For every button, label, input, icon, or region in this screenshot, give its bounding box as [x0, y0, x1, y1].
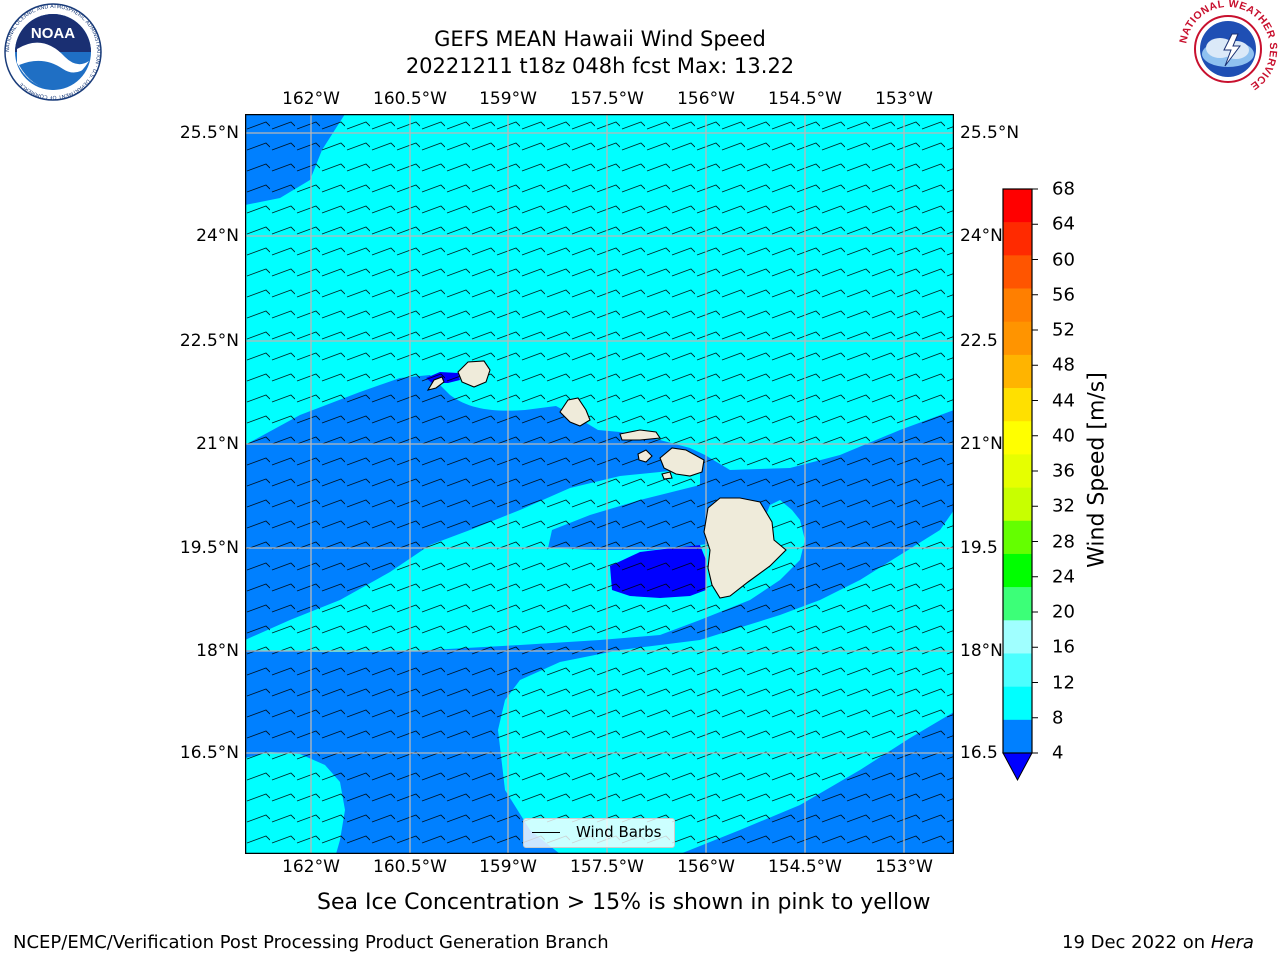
- lat-label: 25.5°N: [179, 123, 239, 143]
- colorbar-segment: [1003, 421, 1032, 455]
- colorbar-segment: [1003, 321, 1032, 356]
- island-kauai: [457, 360, 491, 388]
- island-lanai: [637, 449, 653, 463]
- lat-label: 24°N: [196, 226, 239, 246]
- colorbar-segment: [1003, 653, 1032, 687]
- island-hawaii: [703, 497, 787, 599]
- island-maui: [659, 447, 705, 477]
- lat-label: 21°N: [960, 434, 1003, 454]
- footer-host: Hera: [1210, 932, 1254, 953]
- colorbar-label: Wind Speed [m/s]: [1084, 372, 1110, 568]
- chart-title: GEFS MEAN Hawaii Wind Speed: [434, 27, 766, 51]
- lon-label: 157.5°W: [570, 857, 644, 877]
- colorbar-tick-label: 28: [1052, 531, 1075, 552]
- sea-ice-note: Sea Ice Concentration > 15% is shown in …: [317, 890, 931, 915]
- colorbar-tick-label: 20: [1052, 601, 1075, 623]
- colorbar-segments: [1003, 189, 1032, 754]
- lon-label: 154.5°W: [768, 857, 842, 877]
- footer-date-text: 19 Dec 2022 on: [1062, 932, 1211, 953]
- legend-line-marker: [532, 832, 560, 833]
- chart-subtitle: 20221211 t18z 048h fcst Max: 13.22: [405, 54, 795, 78]
- colorbar-segment: [1003, 454, 1032, 488]
- colorbar-tick-label: 68: [1052, 178, 1075, 200]
- colorbar-segment: [1003, 354, 1032, 389]
- colorbar-segment: [1003, 553, 1032, 588]
- colorbar-segment: [1003, 686, 1032, 721]
- noaa-logo-text: NOAA: [31, 25, 75, 42]
- colorbar-segment: [1003, 587, 1032, 621]
- lon-label: 159°W: [479, 857, 537, 877]
- colorbar-tick-label: 24: [1052, 566, 1075, 588]
- colorbar-segment: [1003, 487, 1032, 522]
- lon-label: 154.5°W: [768, 89, 842, 109]
- lon-label: 153°W: [875, 89, 933, 109]
- colorbar-tick-label: 44: [1052, 390, 1075, 411]
- colorbar-tick-label: 52: [1052, 319, 1075, 341]
- lat-label: 16.5°N: [179, 743, 239, 763]
- colorbar-tick-label: 56: [1052, 284, 1075, 306]
- colorbar-segment: [1003, 189, 1032, 223]
- colorbar-segment: [1003, 255, 1032, 289]
- colorbar-segment: [1003, 620, 1032, 654]
- footer-date: 19 Dec 2022 on Hera: [1062, 932, 1254, 953]
- lat-label: 24°N: [960, 226, 1003, 246]
- wind-speed-map: [245, 114, 954, 854]
- colorbar-tick-label: 4: [1052, 742, 1064, 764]
- island-molokai: [619, 429, 661, 441]
- colorbar-tick-label: 8: [1052, 707, 1064, 729]
- colorbar-tick-label: 16: [1052, 636, 1075, 658]
- lon-label: 160.5°W: [373, 857, 447, 877]
- lat-label: 19.5: [960, 538, 998, 558]
- lon-label: 162°W: [282, 857, 340, 877]
- lon-label: 157.5°W: [570, 89, 644, 109]
- colorbar: [1002, 188, 1038, 782]
- lat-label: 18°N: [196, 641, 239, 661]
- colorbar-segment: [1003, 288, 1032, 323]
- lat-label: 22.5°N: [179, 331, 239, 351]
- colorbar-tick-label: 36: [1052, 460, 1075, 482]
- noaa-logo: NOAA NATIONAL OCEANIC AND ATMOSPHERIC AD…: [4, 3, 102, 101]
- lon-label: 159°W: [479, 89, 537, 109]
- legend: Wind Barbs: [523, 818, 675, 848]
- lat-label: 22.5: [960, 331, 998, 351]
- lat-label: 19.5°N: [179, 538, 239, 558]
- island-oahu: [559, 397, 591, 427]
- lon-label: 162°W: [282, 89, 340, 109]
- colorbar-tick-label: 48: [1052, 354, 1075, 376]
- lon-label: 160.5°W: [373, 89, 447, 109]
- gridlines: [245, 114, 954, 854]
- island-kahoolawe: [661, 471, 673, 480]
- colorbar-tick-label: 60: [1052, 249, 1075, 270]
- lon-label: 156°W: [677, 857, 735, 877]
- lon-label: 153°W: [875, 857, 933, 877]
- lat-label: 16.5: [960, 743, 998, 763]
- colorbar-segment: [1003, 520, 1032, 555]
- lon-label: 156°W: [677, 89, 735, 109]
- colorbar-segment: [1003, 388, 1032, 422]
- islands: [426, 360, 787, 599]
- lat-label: 25.5°N: [960, 123, 1020, 143]
- colorbar-under-triangle: [1002, 752, 1033, 782]
- nws-logo: NATIONAL WEATHER SERVICE: [1178, 0, 1278, 96]
- wind-barbs-field: [245, 114, 954, 854]
- colorbar-tick-label: 64: [1052, 213, 1075, 235]
- colorbar-tick-label: 12: [1052, 672, 1075, 693]
- footer-producer: NCEP/EMC/Verification Post Processing Pr…: [13, 932, 609, 953]
- lat-label: 21°N: [196, 434, 239, 454]
- legend-label: Wind Barbs: [576, 823, 662, 841]
- colorbar-segment: [1003, 222, 1032, 256]
- colorbar-tick-label: 32: [1052, 495, 1075, 517]
- colorbar-tick-label: 40: [1052, 425, 1075, 447]
- lat-label: 18°N: [960, 641, 1003, 661]
- island-niihau: [426, 376, 445, 391]
- colorbar-segment: [1003, 719, 1032, 754]
